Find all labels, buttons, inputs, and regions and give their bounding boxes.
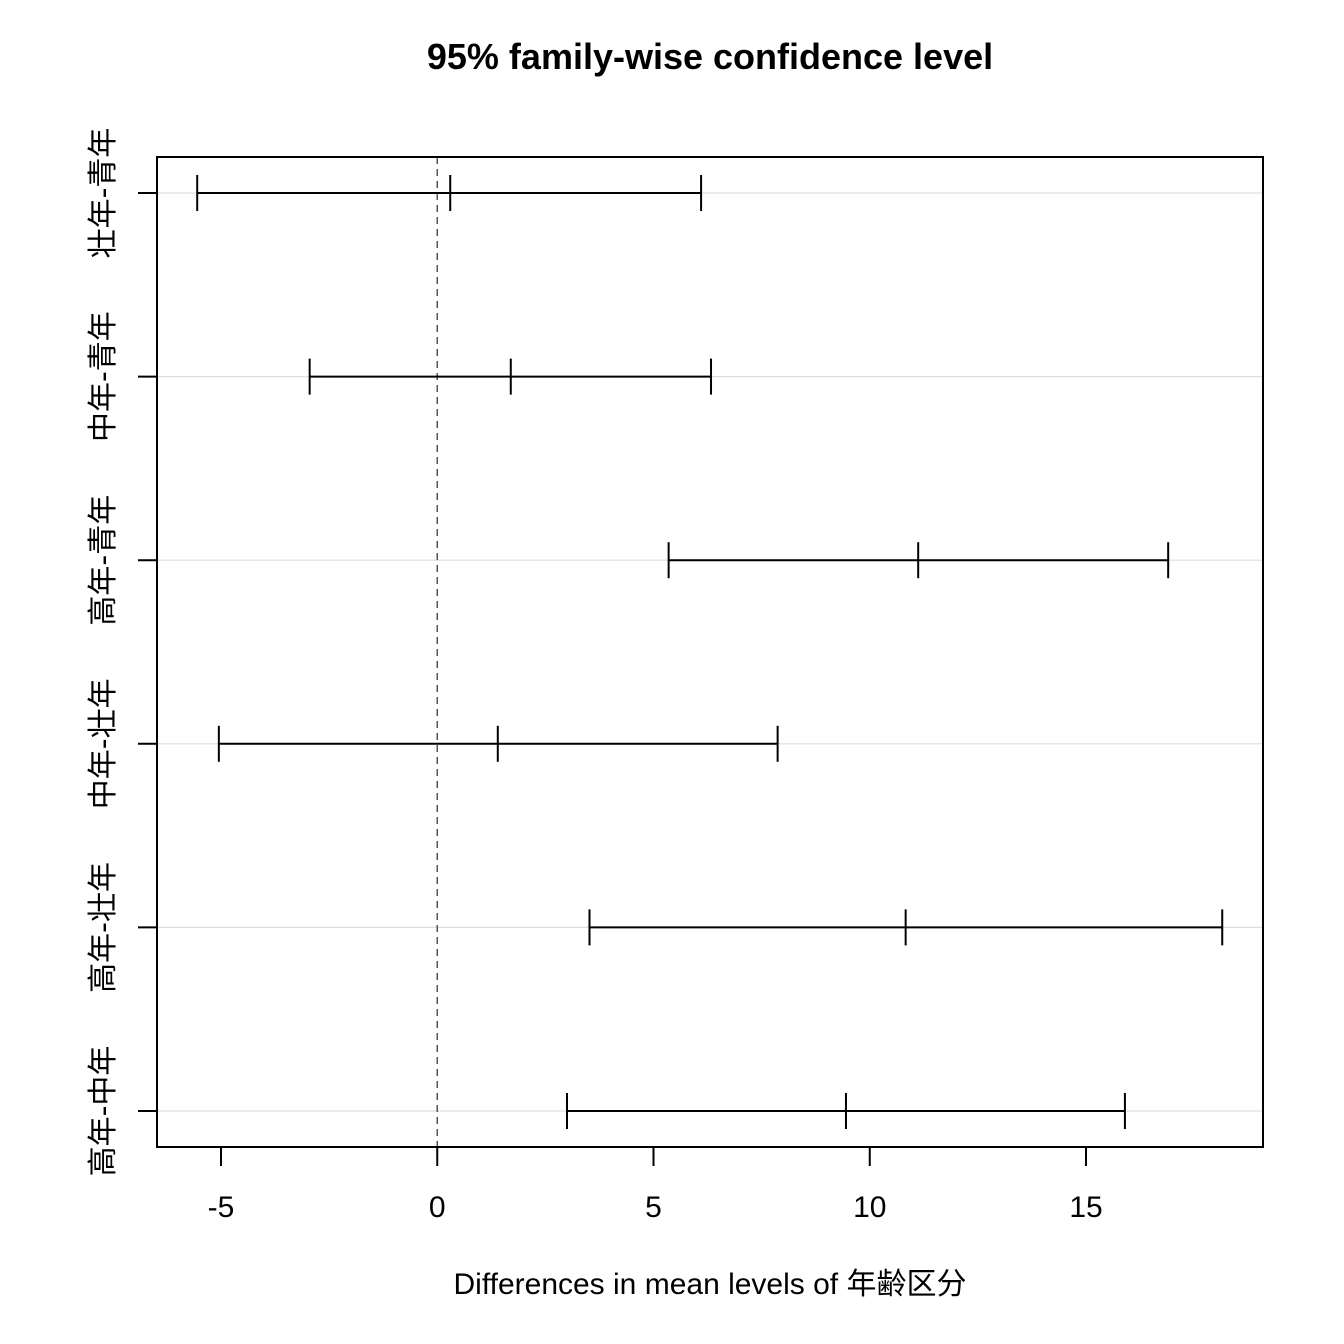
x-axis: -5 0 5 10 15 [208,1146,1103,1224]
intervals-layer [196,175,1224,1129]
x-axis-label: Differences in mean levels of 年齢区分 [454,1268,967,1301]
plot-frame [156,156,1264,1148]
interval-4 [217,725,779,762]
x-tick-label: 15 [1069,1191,1102,1224]
y-tick-label: 高年-青年 [86,495,121,626]
gridlines [157,192,1263,1112]
y-tick-label: 中年-壮年 [86,678,121,809]
interval-6 [566,1093,1126,1129]
chart-title: 95% family-wise confidence level [427,36,993,77]
y-tick-label: 高年-中年 [86,1046,121,1177]
y-tick-label: 壮年-青年 [86,128,121,259]
interval-1 [196,175,703,211]
x-tick-label: 5 [645,1191,662,1224]
x-tick-label: 0 [429,1191,446,1224]
interval-2 [308,358,713,395]
y-tick-label: 中年-青年 [86,311,121,442]
x-tick-label: -5 [208,1191,235,1224]
x-tick-label: 10 [853,1191,886,1224]
y-tick-label: 高年-壮年 [86,862,121,993]
interval-5 [588,909,1224,946]
interval-3 [667,542,1170,579]
